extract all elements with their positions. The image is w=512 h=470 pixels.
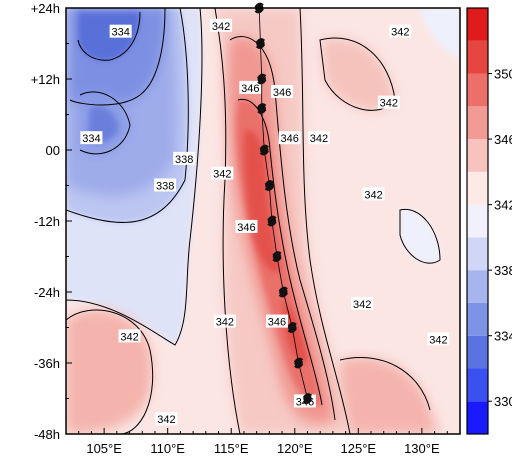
contour-label: 346 [273,87,291,99]
track-point [302,393,313,404]
colorbar: 330 334 338 342 346 350 [466,7,512,435]
contour-label-box [265,314,288,328]
contour-label: 346 [241,83,259,95]
y-tick-label: -48h [34,427,60,442]
colorbar-label: 342 [494,198,512,213]
colorbar-segment [467,171,488,205]
track-point [257,73,267,85]
colorbar-segment [467,368,488,402]
contour-label-box [118,329,141,343]
contour-label: 342 [157,414,175,426]
y-tick-label: +24h [31,1,60,16]
track-point [257,103,267,114]
contour-label: 346 [281,133,299,145]
contour-label-box [210,18,233,32]
colorbar-segment [467,270,488,303]
x-tick-label: 115°E [214,441,249,456]
contour-label: 334 [82,133,100,145]
colorbar-label: 346 [494,132,512,147]
contour-label: 342 [429,334,447,346]
contour-label-box [154,178,177,192]
contour-label: 346 [268,317,286,329]
y-tick-label: -36h [34,356,60,371]
x-tick-label: 125°E [341,441,377,456]
track-line [258,7,308,399]
contour-label: 342 [120,331,138,343]
contour-label-box [362,187,385,201]
y-tick-label: 00 [46,143,60,158]
y-tick-label: +12h [31,72,60,87]
y-axis: +24h +12h 00 -12h -24h -36h -48h [31,1,72,442]
colorbar-segment [467,204,488,238]
track-point [293,357,304,369]
contour-label: 338 [156,181,174,193]
contour-label-box [173,151,196,165]
colorbar-segment [467,40,488,74]
contour-label-box [271,85,294,99]
contour-label-box [211,166,234,180]
x-tick-label: 110°E [150,441,185,456]
contour-label: 342 [213,169,231,181]
contour-label: 334 [111,27,129,39]
track-point [287,322,297,333]
contour-label: 342 [380,98,398,110]
contour-label-box [307,131,330,145]
contour-label-box [377,95,400,109]
storm-track [254,2,313,404]
colorbar-segment [467,401,488,434]
contour-label-box [155,412,178,426]
temperature-field [66,8,460,434]
colorbar-label: 338 [494,263,512,278]
contour-label: 342 [212,21,230,33]
colorbar-label: 350 [494,67,512,82]
contour-label: 342 [353,299,371,311]
colorbar-segment [467,73,488,107]
contour-label-box [351,296,374,310]
track-point [278,286,289,298]
x-tick-label: 120°E [277,441,313,456]
track-point [272,251,282,262]
colorbar-frame [466,7,489,435]
colorbar-segment [467,335,488,369]
contour-label: 342 [391,27,409,39]
y-tick-label: -24h [34,285,60,300]
contour-label: 342 [216,317,234,329]
track-point [255,38,266,49]
contour-label-box [239,80,262,94]
colorbar-segment [467,106,488,140]
track-point [267,215,277,227]
contour-labels: 334 334 338 338 342 342 342 342 342 346 346 346 346 3… [80,18,450,426]
contour-label: 342 [364,189,382,201]
contour-label-box [213,314,236,328]
contour-label-box [80,131,103,145]
contour-label-box [109,24,132,38]
contour-label: 338 [175,154,193,166]
contour-label: 342 [310,133,328,145]
colorbar-segment [467,8,488,41]
contour-label-box [235,219,258,233]
y-tick-label: -12h [34,214,60,229]
colorbar-label: 330 [494,394,512,409]
x-tick-label: 130°E [404,441,440,456]
contour-label-box [427,332,450,346]
colorbar-label: 334 [494,329,512,344]
contour-label-box [389,24,412,38]
colorbar-segment [467,237,488,271]
colorbar-segment [467,139,488,172]
x-tick-label: 105°E [86,441,122,456]
track-point [259,144,269,156]
contour-label: 346 [237,222,255,234]
track-point [264,180,275,191]
colorbar-segment [467,302,488,336]
x-axis: 105°E 110°E 115°E 120°E 125°E 130°E [78,428,448,456]
contour-label-box [278,131,301,145]
